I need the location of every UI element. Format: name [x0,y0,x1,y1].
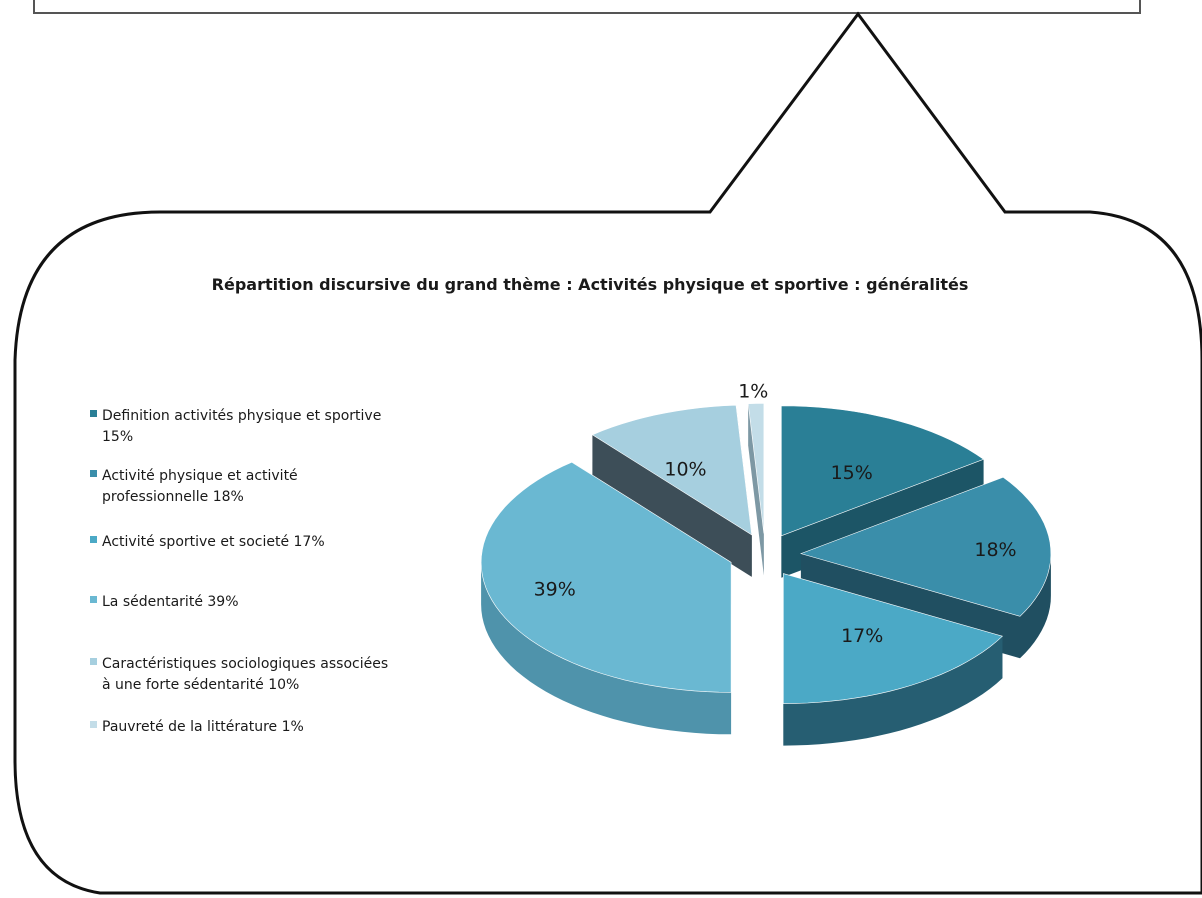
pie-slice [591,404,753,536]
data-label: 18% [974,539,1016,561]
data-label: 10% [664,458,706,480]
legend-swatch [90,410,97,417]
legend-item: Activité physique et activité professionn… [90,468,298,505]
pie-slice-side [748,403,764,576]
legend-item: La sédentarité 39% [90,594,239,610]
data-label: 39% [534,579,576,601]
legend-label: Activité physique et activité [102,468,298,484]
data-label: 15% [831,462,873,484]
legend-item: Pauvreté de la littérature 1% [90,719,304,735]
legend-swatch [90,658,97,665]
data-label: 1% [738,381,768,403]
legend-swatch [90,721,97,728]
pie-chart: 15% 18% 17% 39% 10% 1% [480,381,1052,746]
pie-slice [782,573,1004,704]
chart-legend: Definition activités physique et sportiv… [90,408,388,735]
data-label: 17% [841,625,883,647]
legend-label: 15% [102,429,133,445]
legend-swatch [90,536,97,543]
legend-item: Activité sportive et societé 17% [90,534,325,550]
legend-item: Definition activités physique et sportiv… [90,408,381,445]
chart-title: Répartition discursive du grand thème : … [212,275,969,294]
legend-label: professionnelle 18% [102,489,244,505]
legend-label: Activité sportive et societé 17% [102,534,325,550]
legend-label: La sédentarité 39% [102,594,239,610]
legend-item: Caractéristiques sociologiques associées… [90,656,388,693]
legend-label: Definition activités physique et sportiv… [102,408,381,424]
legend-label: Pauvreté de la littérature 1% [102,719,304,735]
legend-swatch [90,470,97,477]
pie-slice [480,461,732,693]
top-box-border [33,0,1141,14]
legend-label: à une forte sédentarité 10% [102,677,299,693]
pie-slice [780,405,985,537]
pie-slice [799,476,1052,617]
pie-slice [747,403,765,534]
legend-swatch [90,596,97,603]
legend-label: Caractéristiques sociologiques associées [102,656,388,672]
